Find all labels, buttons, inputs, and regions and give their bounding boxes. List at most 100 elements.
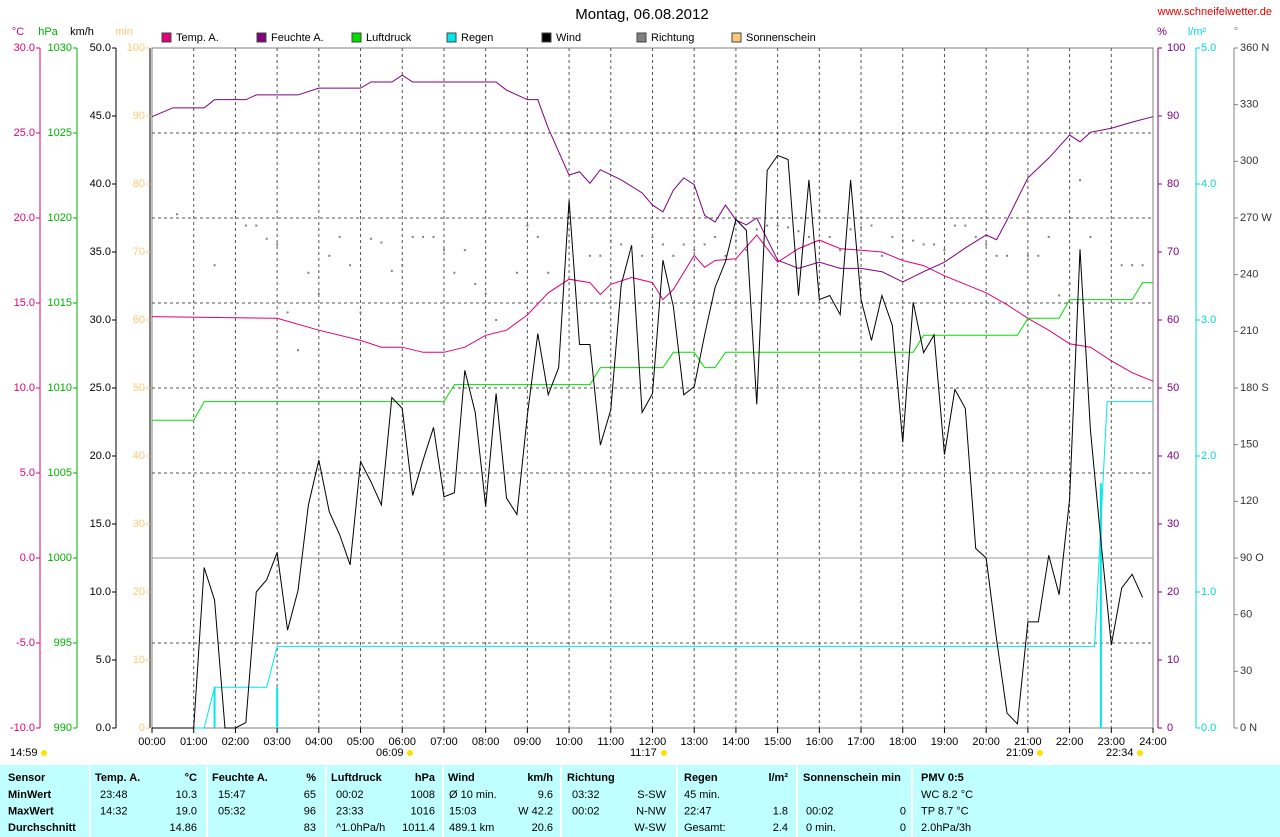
legend-label: Regen bbox=[461, 32, 493, 44]
table-bg bbox=[0, 765, 1280, 837]
axis-tick-label: 100 bbox=[127, 42, 145, 54]
axis-tick-label: 150 bbox=[1240, 439, 1258, 451]
direction-dot bbox=[734, 239, 737, 242]
table-header: Temp. A. bbox=[95, 772, 140, 784]
axis-tick-label: 40 bbox=[1167, 450, 1179, 462]
direction-dot bbox=[401, 264, 404, 267]
direction-dot bbox=[1058, 294, 1061, 297]
axis-tick-label: 20.0 bbox=[14, 212, 35, 224]
direction-dot bbox=[463, 249, 466, 252]
axis-tick-label: 5.0 bbox=[20, 467, 35, 479]
axis-tick-label: 1025 bbox=[48, 127, 72, 139]
axis-tick-label: 1000 bbox=[48, 552, 72, 564]
direction-dot bbox=[495, 319, 498, 321]
x-tick-label: 05:00 bbox=[347, 736, 375, 748]
axis-tick-label: 100 bbox=[1167, 42, 1185, 54]
table-cell: 15:03 bbox=[449, 805, 477, 817]
annotation: 06:09 bbox=[376, 747, 404, 759]
x-tick-label: 13:00 bbox=[680, 736, 708, 748]
axis-tick-label: 20 bbox=[133, 586, 145, 598]
direction-dot bbox=[1141, 264, 1144, 267]
axis-tick-label: 0 N bbox=[1240, 722, 1257, 734]
direction-dot bbox=[380, 241, 383, 244]
direction-dot bbox=[1026, 254, 1029, 257]
table-cell: 1.8 bbox=[773, 805, 788, 817]
direction-dot bbox=[724, 254, 727, 257]
axis-tick-label: 30.0 bbox=[90, 314, 111, 326]
legend-swatch bbox=[731, 32, 742, 43]
x-tick-label: 17:00 bbox=[847, 736, 875, 748]
table-header: Sonnenschein min bbox=[803, 772, 901, 784]
axis-tick-label: 70 bbox=[133, 246, 145, 258]
table-cell: TP 8.7 °C bbox=[921, 805, 969, 817]
direction-dot bbox=[349, 264, 352, 267]
axis-tick-label: 25.0 bbox=[90, 382, 111, 394]
direction-dot bbox=[1047, 235, 1050, 238]
direction-dot bbox=[630, 249, 633, 252]
table-cell: 1008 bbox=[411, 789, 435, 801]
table-cell: 0 bbox=[900, 805, 906, 817]
series-line bbox=[151, 74, 1154, 283]
direction-dot bbox=[933, 243, 936, 246]
axis-tick-label: 4.0 bbox=[1201, 178, 1216, 190]
axis-tick-label: 10 bbox=[1167, 654, 1179, 666]
table-cell: 10.3 bbox=[176, 789, 197, 801]
axis-tick-label: 360 N bbox=[1240, 42, 1269, 54]
direction-dot bbox=[474, 283, 477, 286]
table-header: Feuchte A. bbox=[212, 772, 268, 784]
direction-dot bbox=[526, 224, 529, 227]
x-tick-label: 09:00 bbox=[514, 736, 542, 748]
series-line bbox=[152, 282, 1153, 421]
x-tick-label: 04:00 bbox=[305, 736, 333, 748]
direction-dot bbox=[213, 264, 216, 267]
direction-dot bbox=[244, 224, 247, 227]
table-row-label: MaxWert bbox=[8, 805, 54, 817]
table-header-unit: °C bbox=[185, 772, 197, 784]
legend-swatch bbox=[636, 32, 647, 43]
direction-dot bbox=[369, 237, 372, 240]
direction-dot bbox=[338, 235, 341, 238]
table-cell: 20.6 bbox=[532, 822, 553, 834]
direction-dot bbox=[432, 235, 435, 238]
annotation: 11:17 bbox=[630, 747, 657, 759]
direction-dot bbox=[755, 228, 758, 231]
table-header: Wind bbox=[448, 772, 475, 784]
table-cell: 96 bbox=[304, 805, 316, 817]
direction-dot bbox=[807, 235, 810, 238]
direction-dot bbox=[797, 230, 800, 233]
direction-dot bbox=[1131, 264, 1134, 267]
table-cell: ^1.0hPa/h bbox=[336, 822, 385, 834]
direction-dot bbox=[1089, 235, 1092, 238]
axis-tick-label: 0 bbox=[139, 722, 145, 734]
axis-tick-label: 30 bbox=[133, 518, 145, 530]
table-header: Regen bbox=[684, 772, 718, 784]
axis-tick-label: 0 bbox=[1167, 722, 1173, 734]
series-line bbox=[152, 401, 1153, 729]
table-header: Richtung bbox=[567, 772, 615, 784]
x-tick-label: 12:00 bbox=[639, 736, 667, 748]
axis-tick-label: 0.0 bbox=[96, 722, 111, 734]
axis-tick-label: 330 bbox=[1240, 99, 1258, 111]
axis-tick-label: 30 bbox=[1240, 665, 1252, 677]
annotation-icon bbox=[407, 750, 413, 756]
axis-tick-label: 60 bbox=[1240, 609, 1252, 621]
legend-swatch bbox=[446, 32, 457, 43]
table-cell: 2.4 bbox=[773, 822, 788, 834]
table-cell: 15:47 bbox=[218, 789, 246, 801]
table-cell: 14:32 bbox=[100, 805, 128, 817]
direction-dot bbox=[766, 224, 769, 227]
annotation: 22:34 bbox=[1106, 747, 1134, 759]
direction-dot bbox=[307, 271, 310, 274]
direction-dot bbox=[682, 243, 685, 246]
legend-label: Sonnenschein bbox=[746, 32, 816, 44]
direction-dot bbox=[453, 271, 456, 274]
table-cell: 00:02 bbox=[336, 789, 364, 801]
table-cell: 00:02 bbox=[806, 805, 834, 817]
direction-dot bbox=[693, 249, 696, 252]
direction-dot bbox=[964, 224, 967, 227]
table-cell: 83 bbox=[304, 822, 316, 834]
direction-dot bbox=[839, 249, 842, 252]
legend-swatch bbox=[256, 32, 267, 43]
axis-tick-label: 40 bbox=[133, 450, 145, 462]
